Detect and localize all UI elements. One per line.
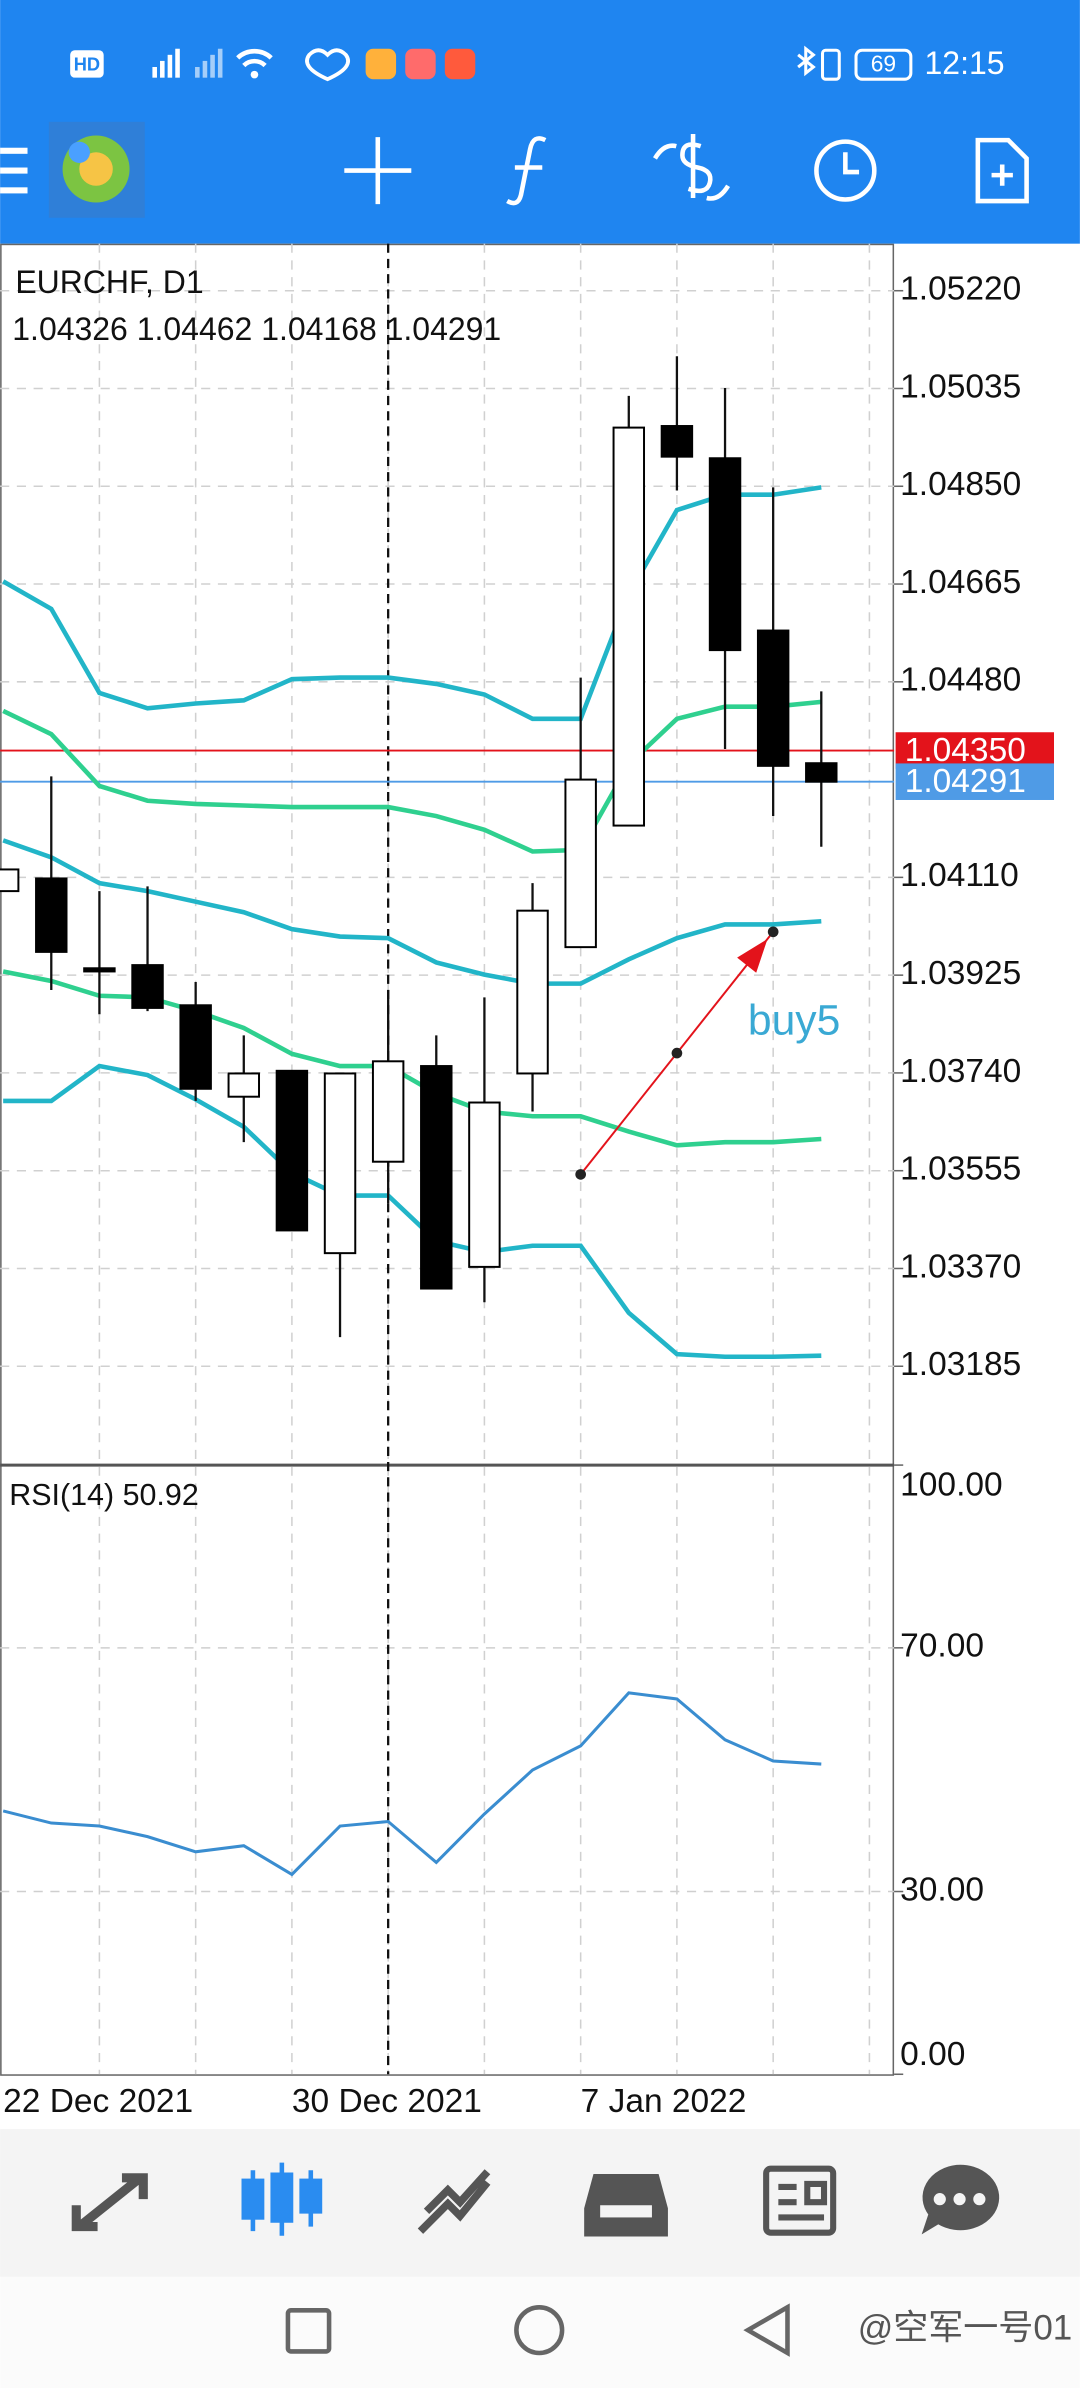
x-tick-label: 22 Dec 2021 xyxy=(3,2083,193,2120)
candle-body xyxy=(420,1065,453,1290)
back-button[interactable] xyxy=(743,2303,790,2357)
ohlc-header: 1.04326 1.04462 1.04168 1.04291 xyxy=(12,311,501,347)
candle-body xyxy=(275,1069,309,1232)
candle-body xyxy=(323,1072,357,1255)
battery-level: 69 xyxy=(871,51,896,77)
hd-badge xyxy=(70,50,104,78)
indicators-button[interactable] xyxy=(506,136,547,206)
ohlc-high: 1.04462 xyxy=(137,311,253,347)
indicator-line xyxy=(2,485,822,722)
app-bar xyxy=(0,0,1080,244)
candle-body xyxy=(756,629,790,767)
rsi-line xyxy=(2,1691,822,1877)
app-logo[interactable] xyxy=(48,121,145,218)
y-tick-label: 1.03370 xyxy=(900,1248,1021,1285)
system-nav xyxy=(0,2276,1080,2388)
candle-body xyxy=(612,426,646,827)
crosshair-button[interactable] xyxy=(344,137,412,205)
candle-body xyxy=(83,967,116,973)
chart-tab[interactable] xyxy=(241,2162,323,2236)
bluetooth-icon xyxy=(797,45,816,77)
trade-label: buy5 xyxy=(748,997,840,1045)
price-tag xyxy=(895,763,1054,800)
trade-button[interactable] xyxy=(653,134,731,201)
y-tick-label: 1.03925 xyxy=(900,955,1021,992)
candle-body xyxy=(516,909,549,1075)
y-tick-label: 1.04665 xyxy=(900,564,1021,601)
vibrate-icon xyxy=(820,48,841,81)
y-tick-label: 1.04480 xyxy=(900,662,1021,699)
signal-icons xyxy=(152,48,476,82)
clock: 12:15 xyxy=(925,45,1005,81)
ohlc-open: 1.04326 xyxy=(12,311,128,347)
candle-body xyxy=(708,457,742,652)
candle-body xyxy=(660,425,694,458)
y-tick-label: 1.03555 xyxy=(900,1151,1021,1188)
trade-mid xyxy=(671,1047,683,1059)
candle-body xyxy=(564,778,597,949)
recent-button[interactable] xyxy=(285,2308,332,2354)
trade-open xyxy=(575,1169,586,1180)
x-tick-label: 30 Dec 2021 xyxy=(292,2083,482,2120)
y-tick-label: 1.05220 xyxy=(900,271,1021,308)
price-tag xyxy=(895,732,1054,769)
indicator-line xyxy=(2,699,822,854)
ohlc-close: 1.04291 xyxy=(386,311,502,347)
network-label: HD xyxy=(74,53,100,74)
rsi-tick-label: 70.00 xyxy=(900,1628,984,1665)
quotes-tab[interactable] xyxy=(71,2173,148,2232)
periods-button[interactable] xyxy=(814,139,877,202)
watermark: @空军一号01 xyxy=(858,2308,1073,2347)
candle-body xyxy=(179,1004,212,1090)
indicator-line xyxy=(2,838,822,986)
menu-button[interactable] xyxy=(0,147,28,194)
rsi-header: RSI(14) 50.92 xyxy=(9,1478,199,1512)
trade-close xyxy=(767,926,779,938)
new-order-button[interactable] xyxy=(975,137,1029,204)
news-tab[interactable] xyxy=(763,2165,837,2236)
y-tick-label: 1.04110 xyxy=(900,857,1019,894)
candle-body xyxy=(0,868,20,893)
history-tab[interactable] xyxy=(584,2174,668,2237)
rsi-tick-label: 30.00 xyxy=(900,1871,984,1908)
battery-icon xyxy=(854,48,913,81)
rsi-value: 50.92 xyxy=(123,1478,199,1512)
symbol-label: EURCHF, D1 xyxy=(15,264,203,300)
rsi-tick-label: 0.00 xyxy=(900,2036,965,2073)
candle-body xyxy=(468,1101,501,1268)
ohlc-low: 1.04168 xyxy=(261,311,377,347)
plot: 1.05220 1.05035 1.04850 1.04665 1.04480 1.041… xyxy=(0,243,1054,2120)
candle-body xyxy=(805,762,838,783)
y-tick-label: 1.03185 xyxy=(900,1346,1021,1383)
bottom-nav xyxy=(0,2129,1080,2277)
price-tag-label: 1.04350 xyxy=(905,732,1026,769)
y-tick-label: 1.04850 xyxy=(900,466,1021,503)
indicator-line xyxy=(3,1063,822,1360)
home-button[interactable] xyxy=(514,2304,565,2356)
candle-body xyxy=(131,964,164,1009)
rsi-label: RSI(14) xyxy=(9,1478,114,1512)
trade-arrowhead xyxy=(737,938,768,973)
y-tick-label: 1.03740 xyxy=(900,1053,1021,1090)
rsi-tick-label: 100.00 xyxy=(900,1466,1002,1503)
candle-body xyxy=(35,877,68,953)
candle-body xyxy=(371,1060,405,1163)
trade-tab[interactable] xyxy=(417,2169,491,2234)
x-tick-label: 7 Jan 2022 xyxy=(581,2083,747,2120)
candle-body xyxy=(227,1072,261,1098)
chat-tab[interactable] xyxy=(921,2164,1000,2235)
y-tick-label: 1.05035 xyxy=(900,368,1021,405)
price-tag-label: 1.04291 xyxy=(905,763,1026,800)
